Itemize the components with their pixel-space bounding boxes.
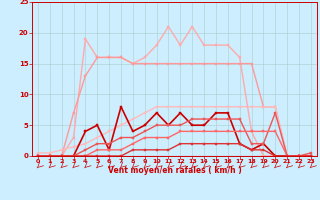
X-axis label: Vent moyen/en rafales ( km/h ): Vent moyen/en rafales ( km/h ) [108,166,241,175]
